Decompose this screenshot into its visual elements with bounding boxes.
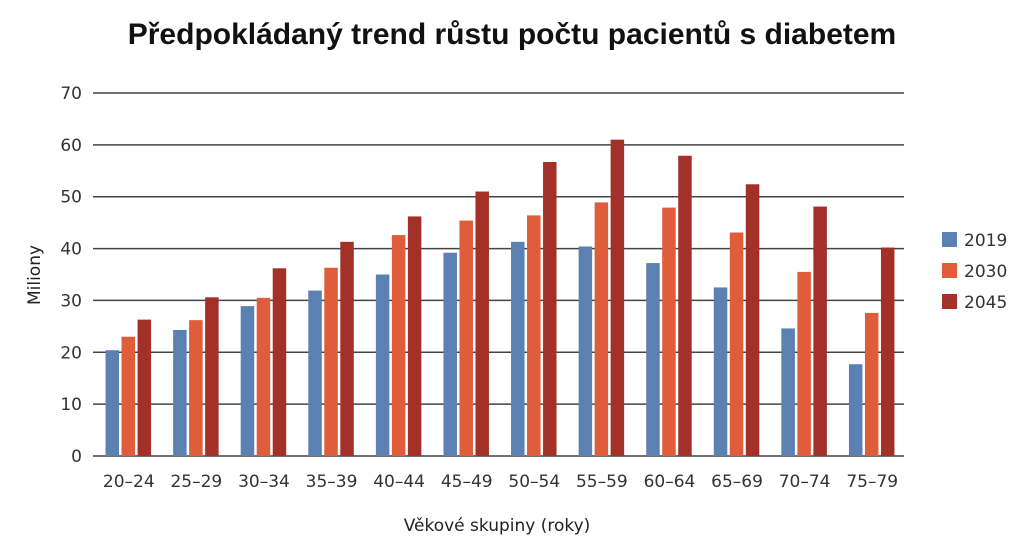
x-axis-label: Věkové skupiny (roky)	[404, 516, 591, 536]
bar-2030-8	[662, 207, 676, 456]
bar-2045-7	[610, 139, 625, 456]
bar-2045-2	[272, 268, 287, 456]
y-tick-label: 30	[60, 291, 82, 311]
y-tick-label: 50	[60, 188, 82, 208]
bar-2045-0	[137, 319, 152, 456]
legend-label: 2045	[964, 293, 1007, 313]
bar-2030-4	[391, 235, 406, 456]
bar-2019-1	[173, 329, 187, 456]
y-tick-label: 20	[60, 343, 82, 363]
x-tick-label: 35–39	[306, 472, 358, 492]
bar-2045-9	[745, 184, 760, 457]
bar-2045-4	[407, 216, 422, 456]
bar-2019-8	[646, 263, 660, 456]
y-tick-label: 10	[60, 395, 82, 415]
bar-2019-7	[578, 246, 593, 456]
bar-2030-6	[527, 215, 541, 456]
x-tick-label: 40–44	[373, 472, 425, 492]
bar-2019-5	[443, 252, 457, 456]
y-tick-label: 60	[60, 136, 82, 156]
bar-2030-2	[256, 297, 271, 456]
x-tick-label: 45–49	[441, 472, 493, 492]
bar-2019-3	[308, 290, 322, 456]
bar-2045-1	[205, 297, 219, 456]
x-tick-label: 30–34	[238, 472, 290, 492]
bars	[105, 139, 895, 457]
y-axis-label: Miliony	[25, 245, 45, 305]
bar-2045-5	[475, 191, 489, 456]
bar-2019-2	[240, 306, 255, 456]
bar-2030-1	[189, 320, 203, 456]
bar-2030-7	[594, 202, 609, 456]
gridlines	[93, 92, 904, 457]
bar-2019-0	[105, 350, 120, 456]
legend-label: 2030	[964, 262, 1007, 282]
x-tick-label: 75–79	[846, 472, 898, 492]
x-tick-label: 60–64	[644, 472, 696, 492]
y-tick-label: 70	[60, 84, 82, 104]
bar-2030-5	[459, 220, 473, 456]
bar-2045-8	[678, 155, 692, 457]
bar-2019-10	[781, 328, 795, 456]
legend-label: 2019	[964, 231, 1007, 251]
bar-2030-11	[864, 312, 879, 456]
bar-2030-3	[324, 267, 338, 456]
y-tick-label: 40	[60, 240, 82, 260]
y-axis-ticks: 0 10 20 30 40 50 60 70	[60, 84, 82, 467]
bar-2019-4	[375, 274, 390, 456]
bar-2030-10	[797, 271, 811, 456]
legend-swatch-2030	[942, 263, 957, 278]
bar-2045-6	[543, 161, 557, 456]
legend-swatch-2019	[942, 232, 957, 247]
y-tick-label: 0	[71, 447, 82, 467]
bar-2045-11	[880, 247, 895, 456]
x-tick-label: 70–74	[779, 472, 831, 492]
legend: 2019 2030 2045	[942, 231, 1007, 313]
bar-2045-10	[813, 206, 827, 456]
x-tick-label: 65–69	[711, 472, 763, 492]
bar-2030-0	[121, 336, 136, 456]
bar-2045-3	[340, 241, 354, 456]
chart-title: Předpokládaný trend růstu počtu pacientů…	[128, 18, 896, 51]
x-tick-label: 20–24	[103, 472, 155, 492]
bar-2019-6	[511, 241, 525, 456]
bar-2019-9	[713, 287, 728, 456]
bar-2019-11	[848, 364, 863, 456]
x-tick-label: 25–29	[170, 472, 222, 492]
bar-2030-9	[729, 232, 744, 456]
legend-swatch-2045	[942, 294, 957, 309]
x-axis-ticks: 20–24 25–29 30–34 35–39 40–44 45–49 50–54 55–59…	[103, 472, 898, 492]
x-tick-label: 55–59	[576, 472, 628, 492]
x-tick-label: 50–54	[508, 472, 560, 492]
